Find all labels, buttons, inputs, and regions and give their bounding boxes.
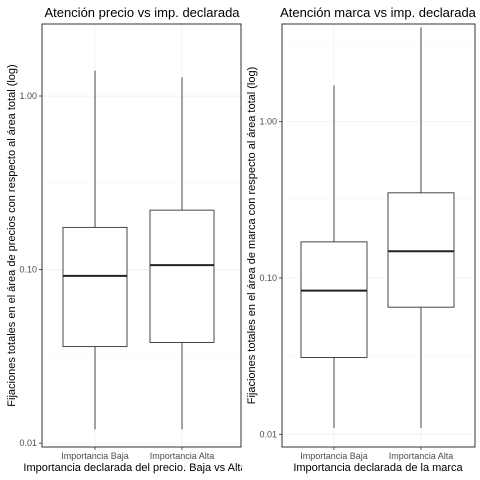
y-tick-label: 0.10	[259, 273, 277, 283]
x-tick-label: Importancia Alta	[150, 451, 215, 461]
box-iqr	[387, 192, 455, 308]
left-y-axis-label: Fijaciones totales en el área de precios…	[6, 64, 18, 406]
box-iqr	[300, 241, 368, 358]
boxplot-importancia-alta	[149, 77, 215, 430]
boxplot-importancia-baja	[62, 70, 128, 430]
left-chart-title: Atención precio vs imp. declarada	[44, 5, 240, 20]
right-plot-frame	[281, 23, 476, 448]
left-x-axis-label: Importancia declarada del precio. Baja v…	[23, 462, 247, 474]
x-tick-label: Importancia Baja	[61, 451, 129, 461]
y-tick-label: 1.00	[19, 91, 37, 101]
right-y-axis-label: Fijaciones totales en el área de marca c…	[246, 67, 258, 405]
boxplot-importancia-alta	[387, 27, 455, 428]
y-tick-label: 1.00	[259, 116, 277, 126]
x-tick-label: Importancia Alta	[389, 451, 454, 461]
boxplot-importancia-baja	[300, 85, 368, 428]
y-tick-label: 0.01	[19, 438, 37, 448]
x-tick-label: Importancia Baja	[300, 451, 368, 461]
y-tick-label: 0.10	[19, 265, 37, 275]
box-iqr	[62, 226, 128, 348]
y-tick-label: 0.01	[259, 429, 277, 439]
right-x-axis-label: Importancia declarada de la marca	[293, 462, 463, 474]
right-chart-title: Atención marca vs imp. declarada	[280, 5, 477, 20]
left-plot-frame	[41, 23, 242, 448]
box-iqr	[149, 209, 215, 343]
